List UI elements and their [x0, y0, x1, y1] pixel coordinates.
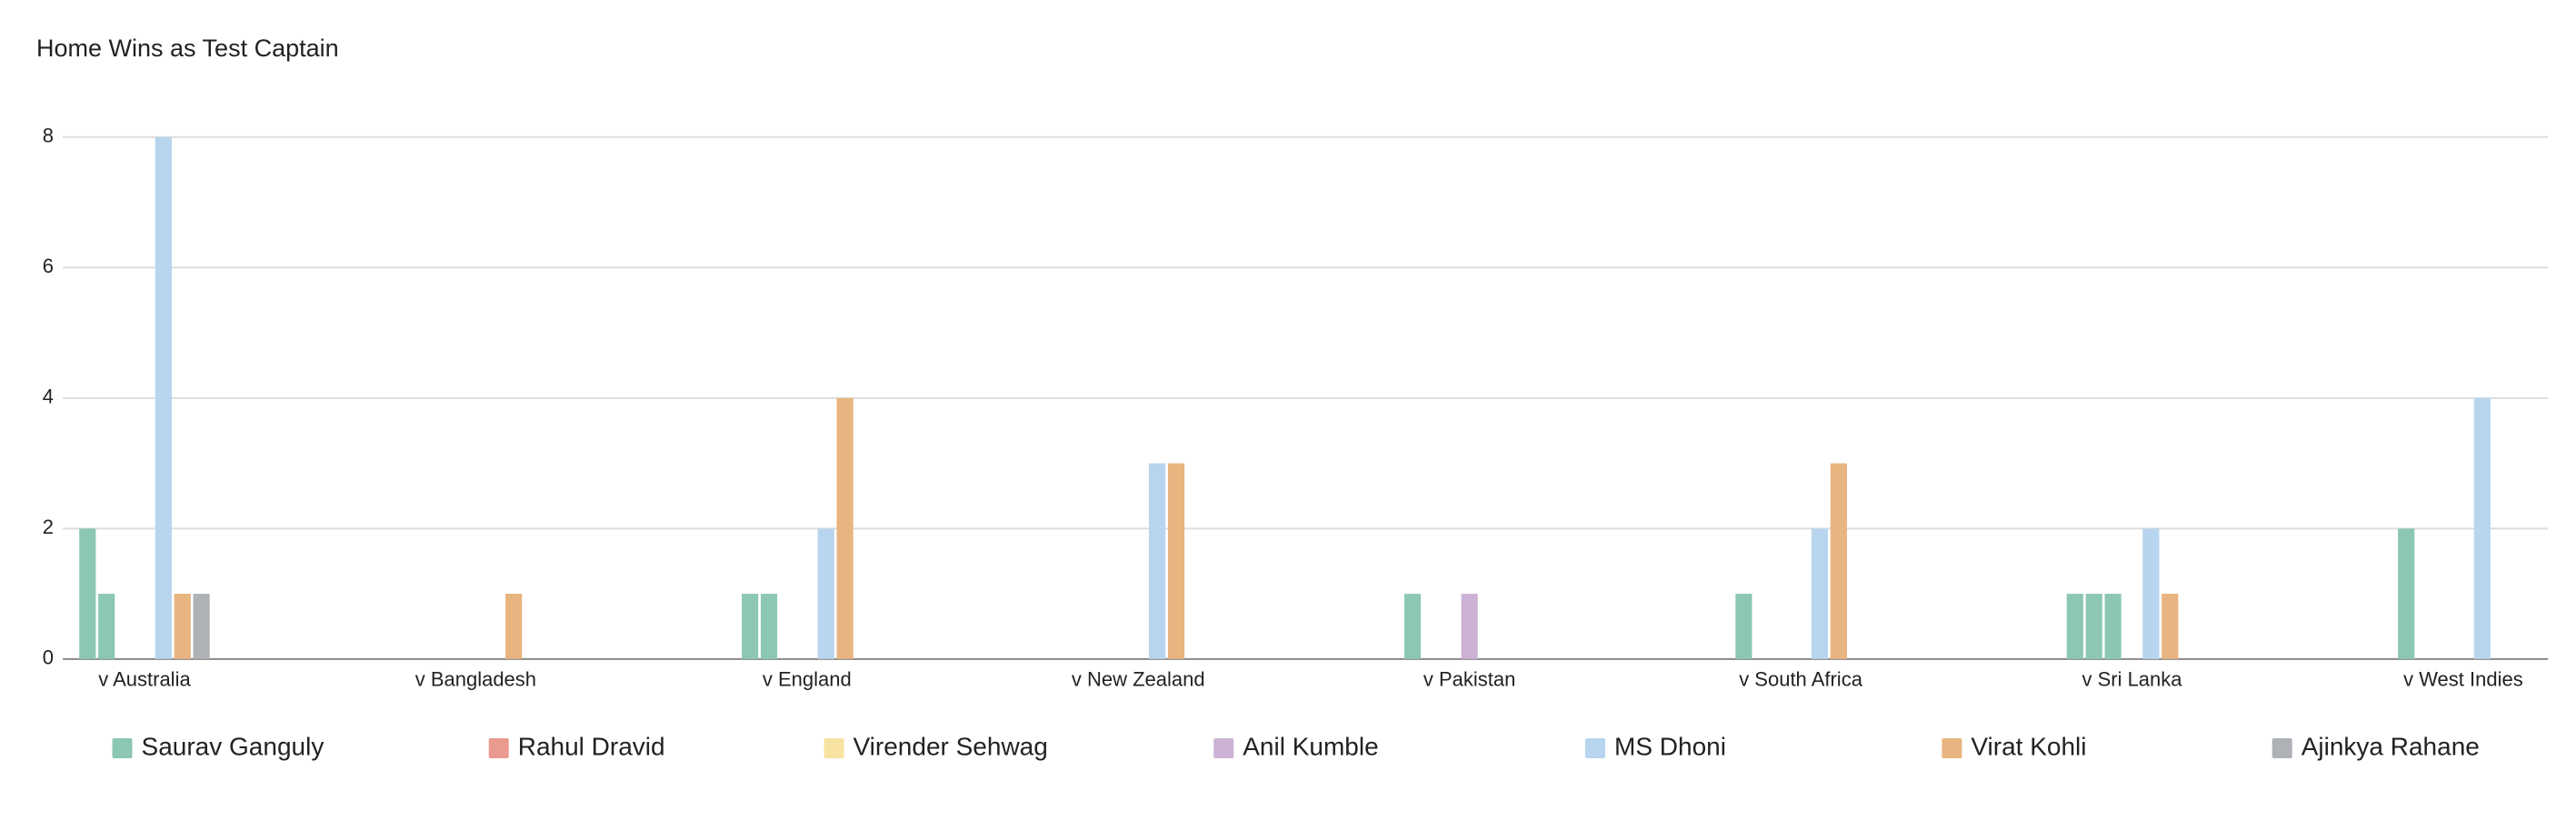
bar	[1735, 594, 1752, 659]
x-tick-label: v Bangladesh	[415, 668, 536, 691]
x-tick-label: v Sri Lanka	[2082, 668, 2182, 691]
y-tick-label: 0	[43, 646, 54, 669]
y-tick-label: 2	[43, 516, 54, 538]
bar	[1403, 594, 1422, 659]
bar	[1149, 463, 1166, 659]
y-tick-label: 4	[43, 385, 54, 408]
bar	[193, 594, 210, 659]
legend-swatch	[1213, 737, 1234, 758]
legend-label: Saurav Ganguly	[142, 732, 324, 760]
legend-label: Virat Kohli	[1971, 732, 2086, 760]
legend-swatch	[2271, 737, 2292, 758]
legend-label: Ajinkya Rahane	[2301, 732, 2480, 760]
bar	[742, 594, 759, 659]
bar	[155, 136, 172, 659]
x-tick-label: v Pakistan	[1423, 668, 1516, 691]
bar	[836, 397, 854, 659]
bar	[1830, 463, 1847, 659]
bar	[760, 594, 778, 659]
x-tick-label: v New Zealand	[1072, 668, 1205, 691]
y-tick-label: 6	[43, 255, 54, 277]
bar	[79, 528, 96, 659]
legend-swatch	[1942, 737, 1962, 758]
legend-label: Anil Kumble	[1243, 732, 1378, 760]
bar	[817, 528, 834, 659]
legend-swatch	[112, 737, 133, 758]
legend-swatch	[1585, 737, 1605, 758]
bar	[1167, 463, 1185, 659]
bar	[98, 594, 115, 659]
legend-label: MS Dhoni	[1614, 732, 1726, 760]
bar	[2398, 528, 2415, 659]
bar	[2085, 594, 2102, 659]
x-tick-label: v West Indies	[2403, 668, 2523, 691]
bar	[1461, 594, 1478, 659]
bar	[2162, 594, 2179, 659]
x-tick-label: v South Africa	[1739, 668, 1863, 691]
legend-label: Rahul Dravid	[518, 732, 665, 760]
bar	[505, 594, 523, 659]
y-tick-label: 8	[43, 125, 54, 147]
bar	[2104, 594, 2122, 659]
bar	[174, 594, 191, 659]
bar	[2066, 594, 2083, 659]
legend-swatch	[488, 737, 509, 758]
x-tick-label: v Australia	[98, 668, 191, 691]
bar	[1811, 528, 1829, 659]
legend-swatch	[824, 737, 844, 758]
bar	[2473, 397, 2491, 659]
legend-label: Virender Sehwag	[854, 732, 1048, 760]
x-tick-label: v England	[763, 668, 852, 691]
chart-title: Home Wins as Test Captain	[36, 35, 339, 62]
bar	[2142, 528, 2160, 659]
